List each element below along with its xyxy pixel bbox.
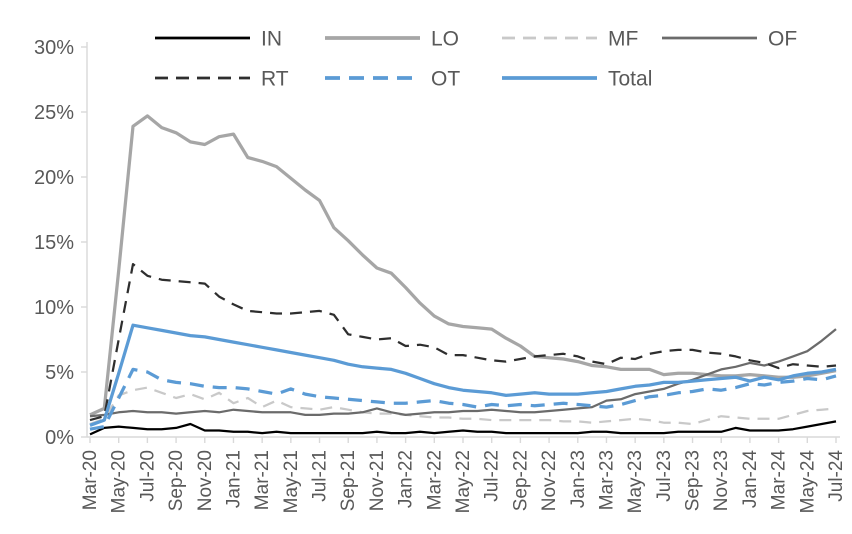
y-axis-label: 0%	[45, 427, 74, 449]
legend-item-Total: Total	[502, 67, 652, 90]
series-line-LO	[89, 114, 837, 417]
x-axis-label: May-21	[281, 450, 302, 513]
legend-label-OT: OT	[431, 67, 460, 90]
legend-label-IN: IN	[261, 27, 282, 50]
legend-item-IN: IN	[155, 27, 282, 50]
legend-item-OT: OT	[325, 67, 460, 90]
x-axis-label: Jan-22	[396, 450, 417, 508]
x-axis-label: Sep-21	[338, 450, 359, 511]
y-axis-label: 30%	[34, 37, 74, 59]
x-axis-label: Nov-22	[539, 450, 560, 511]
x-axis-label: Jul-23	[654, 450, 675, 502]
x-axis-label: May-23	[625, 450, 646, 513]
x-axis-label: Nov-21	[367, 450, 388, 511]
x-axis-label: Mar-20	[80, 450, 101, 510]
legend-label-Total: Total	[608, 67, 652, 90]
legend-item-RT: RT	[155, 67, 289, 90]
legend-label-LO: LO	[431, 27, 459, 50]
x-axis-label: Nov-23	[711, 450, 732, 511]
legend-label-OF: OF	[768, 27, 797, 50]
legend-item-OF: OF	[662, 27, 797, 50]
x-axis-label: Mar-24	[769, 450, 790, 511]
x-axis-label: Sep-22	[510, 450, 531, 511]
y-axis-label: 25%	[34, 102, 74, 124]
legend-label-RT: RT	[261, 67, 289, 90]
x-axis-label: May-24	[797, 450, 818, 514]
x-axis-label: Jul-24	[826, 450, 847, 502]
x-axis-label: May-20	[109, 450, 130, 513]
x-axis-label: Jan-21	[223, 450, 244, 508]
x-axis-label: Sep-20	[166, 450, 187, 511]
x-axis-label: Mar-21	[252, 450, 273, 510]
series-line-Total	[89, 323, 837, 427]
legend-item-MF: MF	[502, 27, 638, 50]
x-axis-label: Mar-23	[596, 450, 617, 510]
x-axis-label: Jan-23	[568, 450, 589, 508]
x-axis-label: Jul-21	[310, 450, 331, 502]
x-axis-label: Jul-22	[482, 450, 503, 502]
x-axis-label: May-22	[453, 450, 474, 513]
series-line-RT	[89, 262, 837, 422]
series-line-OF	[89, 328, 837, 418]
y-axis-label: 10%	[34, 297, 74, 319]
x-axis-label: Sep-23	[683, 450, 704, 511]
x-axis-label: Nov-20	[195, 450, 216, 511]
y-axis-label: 15%	[34, 232, 74, 254]
x-axis-label: Jul-20	[137, 450, 158, 502]
x-axis-label: Mar-22	[424, 450, 445, 510]
series-line-OT	[89, 367, 837, 431]
y-axis-label: 5%	[45, 362, 74, 384]
legend-label-MF: MF	[608, 27, 638, 50]
legend-item-LO: LO	[325, 27, 459, 50]
y-axis-label: 20%	[34, 167, 74, 189]
series-line-MF	[89, 386, 837, 426]
series-line-IN	[89, 420, 837, 436]
x-axis-label: Jan-24	[740, 450, 761, 509]
